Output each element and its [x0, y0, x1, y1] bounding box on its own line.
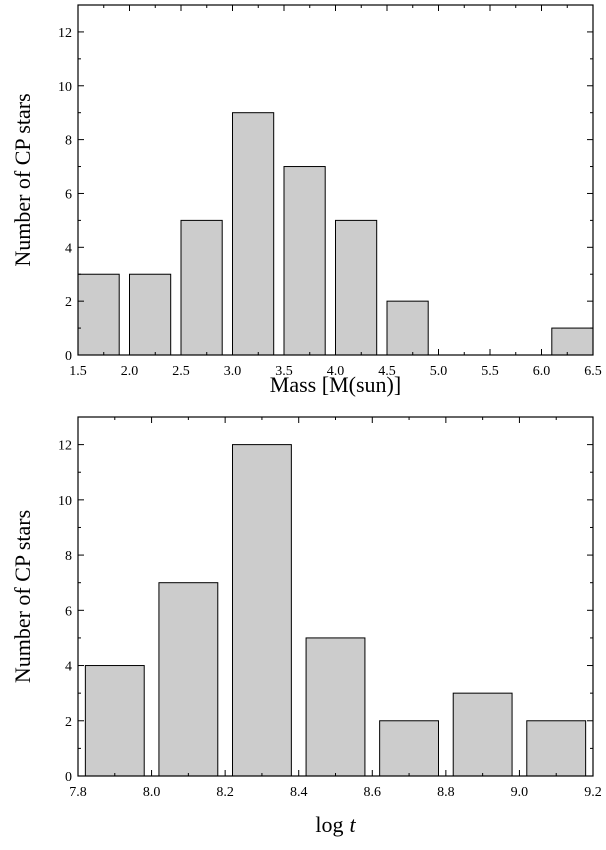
mass-x-tick-label-4: 3.5 — [275, 364, 293, 379]
age-y-tick-label-3: 6 — [65, 604, 72, 619]
age-x-axis-label: log t — [315, 812, 356, 837]
age-bar-6 — [526, 720, 587, 777]
age-x-tick-labels: 7.8 8.0 8.2 8.4 8.6 8.8 9.0 9.2 — [69, 785, 602, 800]
age-y-tick-label-1: 2 — [65, 715, 72, 730]
age-bar-5 — [452, 692, 513, 777]
age-y-tick-label-5: 10 — [58, 494, 72, 509]
age-x-tick-label-5: 8.8 — [437, 785, 455, 800]
mass-x-tick-label-6: 4.5 — [378, 364, 396, 379]
mass-y-tick-label-5: 10 — [58, 80, 72, 95]
mass-ticks — [77, 5, 594, 356]
mass-x-tick-label-0: 1.5 — [69, 364, 87, 379]
mass-y-tick-label-3: 6 — [65, 187, 72, 202]
mass-y-tick-labels: 0 2 4 6 8 10 12 — [58, 26, 72, 364]
age-x-tick-label-7: 9.2 — [584, 785, 602, 800]
age-y-axis-label: Number of CP stars — [10, 510, 35, 683]
mass-bar-7 — [551, 327, 594, 356]
age-bar-4 — [379, 720, 439, 777]
mass-x-tick-label-1: 2.0 — [121, 364, 139, 379]
age-x-tick-label-2: 8.2 — [216, 785, 234, 800]
age-y-tick-label-0: 0 — [65, 770, 72, 785]
mass-x-axis-label: Mass [M(sun)] — [270, 372, 401, 397]
mass-x-tick-label-3: 3.0 — [224, 364, 242, 379]
mass-bar-3 — [232, 112, 275, 356]
age-bar-0 — [84, 665, 145, 777]
mass-bar-5 — [335, 219, 378, 356]
mass-y-tick-label-4: 8 — [65, 134, 72, 149]
age-y-tick-label-6: 12 — [58, 439, 72, 454]
mass-bars — [77, 112, 594, 356]
age-y-tick-label-2: 4 — [65, 660, 72, 675]
age-y-tick-label-4: 8 — [65, 549, 72, 564]
mass-x-tick-label-9: 6.0 — [533, 364, 551, 379]
mass-bar-2 — [180, 219, 223, 356]
mass-y-tick-label-1: 2 — [65, 295, 72, 310]
age-x-tick-label-0: 7.8 — [69, 785, 87, 800]
age-x-axis-label-main: log — [315, 812, 343, 837]
age-bar-2 — [232, 444, 292, 777]
mass-x-tick-label-8: 5.5 — [481, 364, 499, 379]
mass-y-tick-label-6: 12 — [58, 26, 72, 41]
age-x-tick-label-1: 8.0 — [143, 785, 161, 800]
mass-y-tick-label-2: 4 — [65, 241, 72, 256]
age-x-tick-label-3: 8.4 — [290, 785, 308, 800]
age-bar-3 — [305, 637, 366, 777]
mass-bar-0 — [77, 273, 120, 356]
age-y-tick-labels: 0 2 4 6 8 10 12 — [58, 439, 72, 785]
mass-bar-4 — [283, 166, 326, 356]
mass-bar-1 — [129, 273, 172, 356]
age-x-tick-label-4: 8.6 — [364, 785, 382, 800]
age-ticks — [77, 417, 594, 777]
mass-x-tick-label-7: 5.0 — [430, 364, 448, 379]
mass-bar-6 — [386, 300, 429, 356]
mass-y-axis-label: Number of CP stars — [10, 93, 35, 266]
age-bar-1 — [158, 582, 219, 777]
mass-x-tick-label-5: 4.0 — [327, 364, 345, 379]
mass-y-tick-label-0: 0 — [65, 349, 72, 364]
mass-histogram-panel: 1.5 2.0 2.5 3.0 3.5 4.0 4.5 5.0 5.5 6.0 6.5 0 2 4 6 8 1… — [10, 4, 602, 397]
mass-x-tick-label-10: 6.5 — [584, 364, 602, 379]
mass-x-tick-label-2: 2.5 — [172, 364, 190, 379]
age-x-tick-label-6: 9.0 — [511, 785, 529, 800]
age-bars — [84, 444, 587, 777]
mass-x-tick-labels: 1.5 2.0 2.5 3.0 3.5 4.0 4.5 5.0 5.5 6.0 6.5 — [69, 364, 602, 379]
age-x-axis-label-italic: t — [350, 812, 357, 837]
